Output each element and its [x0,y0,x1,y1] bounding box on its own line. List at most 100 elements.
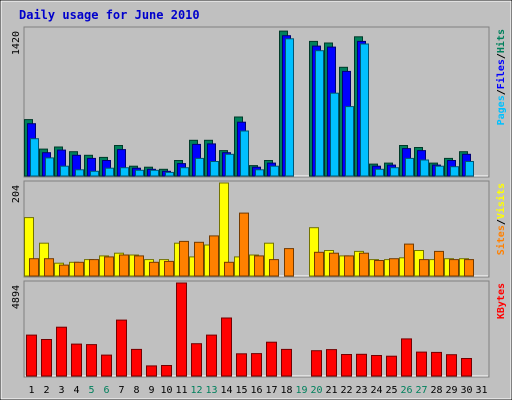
legend-item-hits-1: / [496,89,507,95]
legend-item-hits-4: Hits [495,29,507,53]
bar-hits-pages-day-9 [150,169,159,177]
bar-kbytes-kbytes-day-27 [416,351,427,377]
bar-visits-sites-day-13 [209,235,219,277]
bar-hits-pages-day-2 [45,157,54,177]
bar-visits-sites-day-3 [59,264,69,277]
legend-item-hits-2: Files [495,59,507,89]
legend-visits: Sites/Visits [495,183,507,255]
bar-visits-sites-day-17 [269,259,279,277]
bar-visits-sites-day-16 [254,255,264,277]
bar-hits-pages-day-24 [375,168,384,177]
bar-kbytes-kbytes-day-4 [71,343,82,377]
bar-kbytes-kbytes-day-13 [206,334,217,377]
x-tick-label-day-12: 12 [190,385,202,396]
bar-kbytes-kbytes-day-6 [101,354,112,377]
x-tick-label-day-26: 26 [400,385,412,396]
x-tick-label-day-2: 2 [43,385,49,396]
bar-kbytes-kbytes-day-30 [461,358,472,377]
x-tick-label-day-29: 29 [445,385,457,396]
bar-visits-sites-day-4 [74,261,84,277]
x-tick-label-day-20: 20 [310,385,322,396]
bar-visits-sites-day-25 [389,258,399,277]
bar-hits-pages-day-21 [330,92,339,177]
panel-frame-hits [23,26,490,178]
bar-hits-pages-day-1 [30,138,39,177]
bar-hits-pages-day-20 [315,50,324,177]
bar-hits-pages-day-14 [225,153,234,177]
bar-visits-sites-day-11 [179,240,189,277]
bar-kbytes-kbytes-day-28 [431,351,442,377]
x-tick-label-day-16: 16 [250,385,262,396]
x-tick-label-day-9: 9 [148,385,154,396]
legend-kbytes: KBytes [496,283,507,319]
legend-item-hits-3: / [496,53,507,59]
bar-hits-pages-day-17 [270,165,279,177]
panel-visits: 204 Sites/Visits [11,180,507,278]
x-tick-label-day-17: 17 [265,385,277,396]
x-tick-label-day-23: 23 [355,385,367,396]
bar-hits-pages-day-8 [135,169,144,177]
bar-visits-sites-day-1 [29,258,39,277]
x-tick-label-day-3: 3 [58,385,64,396]
bar-visits-sites-day-6 [104,256,114,277]
bar-kbytes-kbytes-day-16 [251,353,262,377]
bar-visits-sites-day-27 [419,259,429,277]
bar-visits-sites-day-18 [284,248,294,277]
x-tick-label-day-28: 28 [430,385,442,396]
bar-kbytes-kbytes-day-7 [116,319,127,377]
bar-visits-sites-day-12 [194,241,204,277]
bar-kbytes-kbytes-day-9 [146,365,157,377]
bar-hits-pages-day-23 [360,43,369,177]
legend-item-kbytes-0: KBytes [496,283,507,319]
bar-hits-pages-day-28 [435,165,444,177]
bar-visits-sites-day-10 [164,260,174,277]
x-tick-label-day-15: 15 [235,385,247,396]
bar-hits-pages-day-25 [390,167,399,177]
bar-kbytes-kbytes-day-18 [281,348,292,377]
x-tick-label-day-14: 14 [220,385,232,396]
x-tick-label-day-18: 18 [280,385,292,396]
x-tick-label-day-19: 19 [295,385,307,396]
bar-kbytes-kbytes-day-24 [371,355,382,377]
bar-kbytes-kbytes-day-29 [446,354,457,377]
legend-item-hits-0: Pages [496,95,507,125]
bar-visits-sites-day-28 [434,250,444,277]
bar-kbytes-kbytes-day-26 [401,338,412,377]
ymax-label-kbytes: 4894 [11,285,22,309]
x-tick-label-day-13: 13 [205,385,217,396]
bar-visits-sites-day-2 [44,258,54,277]
x-tick-label-day-24: 24 [370,385,382,396]
bar-hits-pages-day-15 [240,130,249,177]
bar-kbytes-kbytes-day-23 [356,353,367,377]
bar-kbytes-kbytes-day-10 [161,365,172,377]
x-tick-label-day-11: 11 [175,385,187,396]
bar-visits-sites-day-15 [239,212,249,277]
bar-kbytes-kbytes-day-25 [386,355,397,377]
bar-kbytes-kbytes-day-8 [131,348,142,377]
legend-item-visits-1: / [496,219,507,225]
x-tick-label-day-30: 30 [460,385,472,396]
bar-visits-sites-day-20 [314,251,324,277]
legend-item-visits-2: Visits [495,183,507,219]
bar-hits-pages-day-10 [165,171,174,177]
bar-visits-sites-day-5 [89,259,99,277]
bar-hits-pages-day-18 [285,38,294,177]
bar-kbytes-kbytes-day-3 [56,326,67,377]
x-tick-label-day-27: 27 [415,385,427,396]
bar-visits-sites-day-24 [374,260,384,277]
bar-hits-pages-day-6 [105,167,114,177]
bar-hits-pages-day-7 [120,167,129,177]
bar-visits-sites-day-29 [449,259,459,277]
bar-hits-pages-day-12 [195,157,204,177]
bar-kbytes-kbytes-day-2 [41,339,52,377]
x-axis-labels: 1 2 3 4 5 6 7 8 9 10 11 12 13 14 15 16 17 18 19 20 21 22 23 24 2… [28,385,487,396]
x-tick-label-day-21: 21 [325,385,337,396]
bar-visits-sites-day-26 [404,243,414,277]
bar-kbytes-kbytes-day-20 [311,350,322,377]
x-tick-label-day-25: 25 [385,385,397,396]
bar-hits-pages-day-29 [450,166,459,177]
panel-kbytes: 4894 KBytes [11,280,507,378]
